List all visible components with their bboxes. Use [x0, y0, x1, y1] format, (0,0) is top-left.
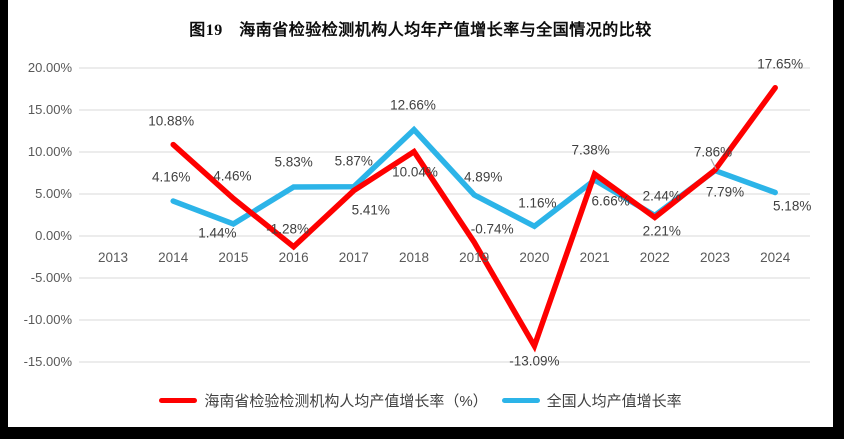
data-label-hainan-2017: 5.41% — [351, 202, 390, 218]
data-label-national-2017: 5.87% — [334, 153, 373, 169]
y-axis-tick-label: 0.00% — [35, 228, 72, 243]
y-axis-tick-label: 20.00% — [27, 60, 72, 75]
right-border-bar — [833, 0, 844, 439]
data-label-hainan-2024: 17.65% — [757, 56, 804, 72]
bottom-border-bar — [0, 427, 844, 439]
data-label-hainan-2018: 10.04% — [392, 164, 438, 180]
x-axis-tick-label: 2019 — [459, 250, 490, 265]
data-label-national-2019: 4.89% — [464, 169, 503, 185]
legend-label-national: 全国人均产值增长率 — [546, 393, 682, 410]
x-axis-tick-label: 2020 — [519, 250, 550, 265]
legend-item-national: 全国人均产值增长率 — [501, 390, 682, 411]
data-label-national-2015: 1.44% — [198, 225, 237, 241]
left-border-bar — [0, 0, 8, 439]
y-axis-tick-label: 15.00% — [27, 102, 72, 117]
data-label-national-2024: 5.18% — [773, 198, 812, 214]
y-axis-tick-label: 5.00% — [35, 186, 72, 201]
x-axis-tick-label: 2015 — [218, 250, 249, 265]
legend-swatch-national-line — [501, 398, 540, 403]
x-axis-tick-label: 2017 — [338, 250, 369, 265]
label-leader-line — [710, 158, 717, 170]
x-axis-tick-label: 2024 — [760, 250, 791, 265]
data-label-national-2018: 12.66% — [390, 97, 436, 113]
data-label-hainan-2022: 2.21% — [642, 223, 681, 239]
data-label-national-2023: 7.79% — [705, 184, 745, 200]
y-axis-tick-label: -10.00% — [23, 312, 72, 327]
x-axis-tick-label: 2021 — [579, 250, 610, 265]
data-label-hainan-2021: 7.38% — [571, 142, 610, 158]
x-axis-tick-label: 2022 — [639, 250, 670, 265]
x-axis-tick-label: 2014 — [158, 250, 189, 265]
data-label-hainan-2023: 7.86% — [693, 144, 733, 160]
data-label-national-2016: 5.83% — [274, 154, 313, 170]
legend: 海南省检验检测机构人均产值增长率（%） 全国人均产值增长率 — [8, 390, 833, 411]
x-axis-tick-label: 2013 — [97, 250, 129, 265]
legend-swatch-hainan-line — [159, 398, 198, 403]
chart-title: 图19 海南省检验检测机构人均年产值增长率与全国情况的比较 — [189, 22, 652, 39]
data-label-national-2014: 4.16% — [152, 169, 191, 185]
data-label-national-2022: 2.44% — [642, 188, 681, 203]
data-label-hainan-2016: -1.28% — [266, 221, 309, 237]
legend-item-hainan: 海南省检验检测机构人均产值增长率（%） — [159, 390, 488, 411]
x-axis-tick-label: 2023 — [699, 250, 731, 265]
y-axis-tick-label: -15.00% — [23, 354, 72, 369]
y-axis-tick-label: 10.00% — [27, 144, 72, 159]
data-label-hainan-2020: -13.09% — [509, 353, 560, 369]
y-axis-tick-label: -5.00% — [30, 270, 72, 285]
x-axis-tick-label: 2018 — [398, 250, 430, 265]
data-label-hainan-2014: 10.88% — [148, 113, 195, 129]
series-line-hainan — [170, 84, 778, 353]
data-label-hainan-2015: 4.46% — [213, 168, 252, 184]
data-label-national-2021: 6.66% — [591, 193, 630, 209]
data-label-national-2020: 1.16% — [518, 195, 557, 211]
x-axis-tick-label: 2016 — [278, 250, 309, 265]
legend-label-hainan: 海南省检验检测机构人均产值增长率（%） — [204, 393, 488, 410]
data-label-hainan-2019: -0.74% — [470, 221, 514, 237]
